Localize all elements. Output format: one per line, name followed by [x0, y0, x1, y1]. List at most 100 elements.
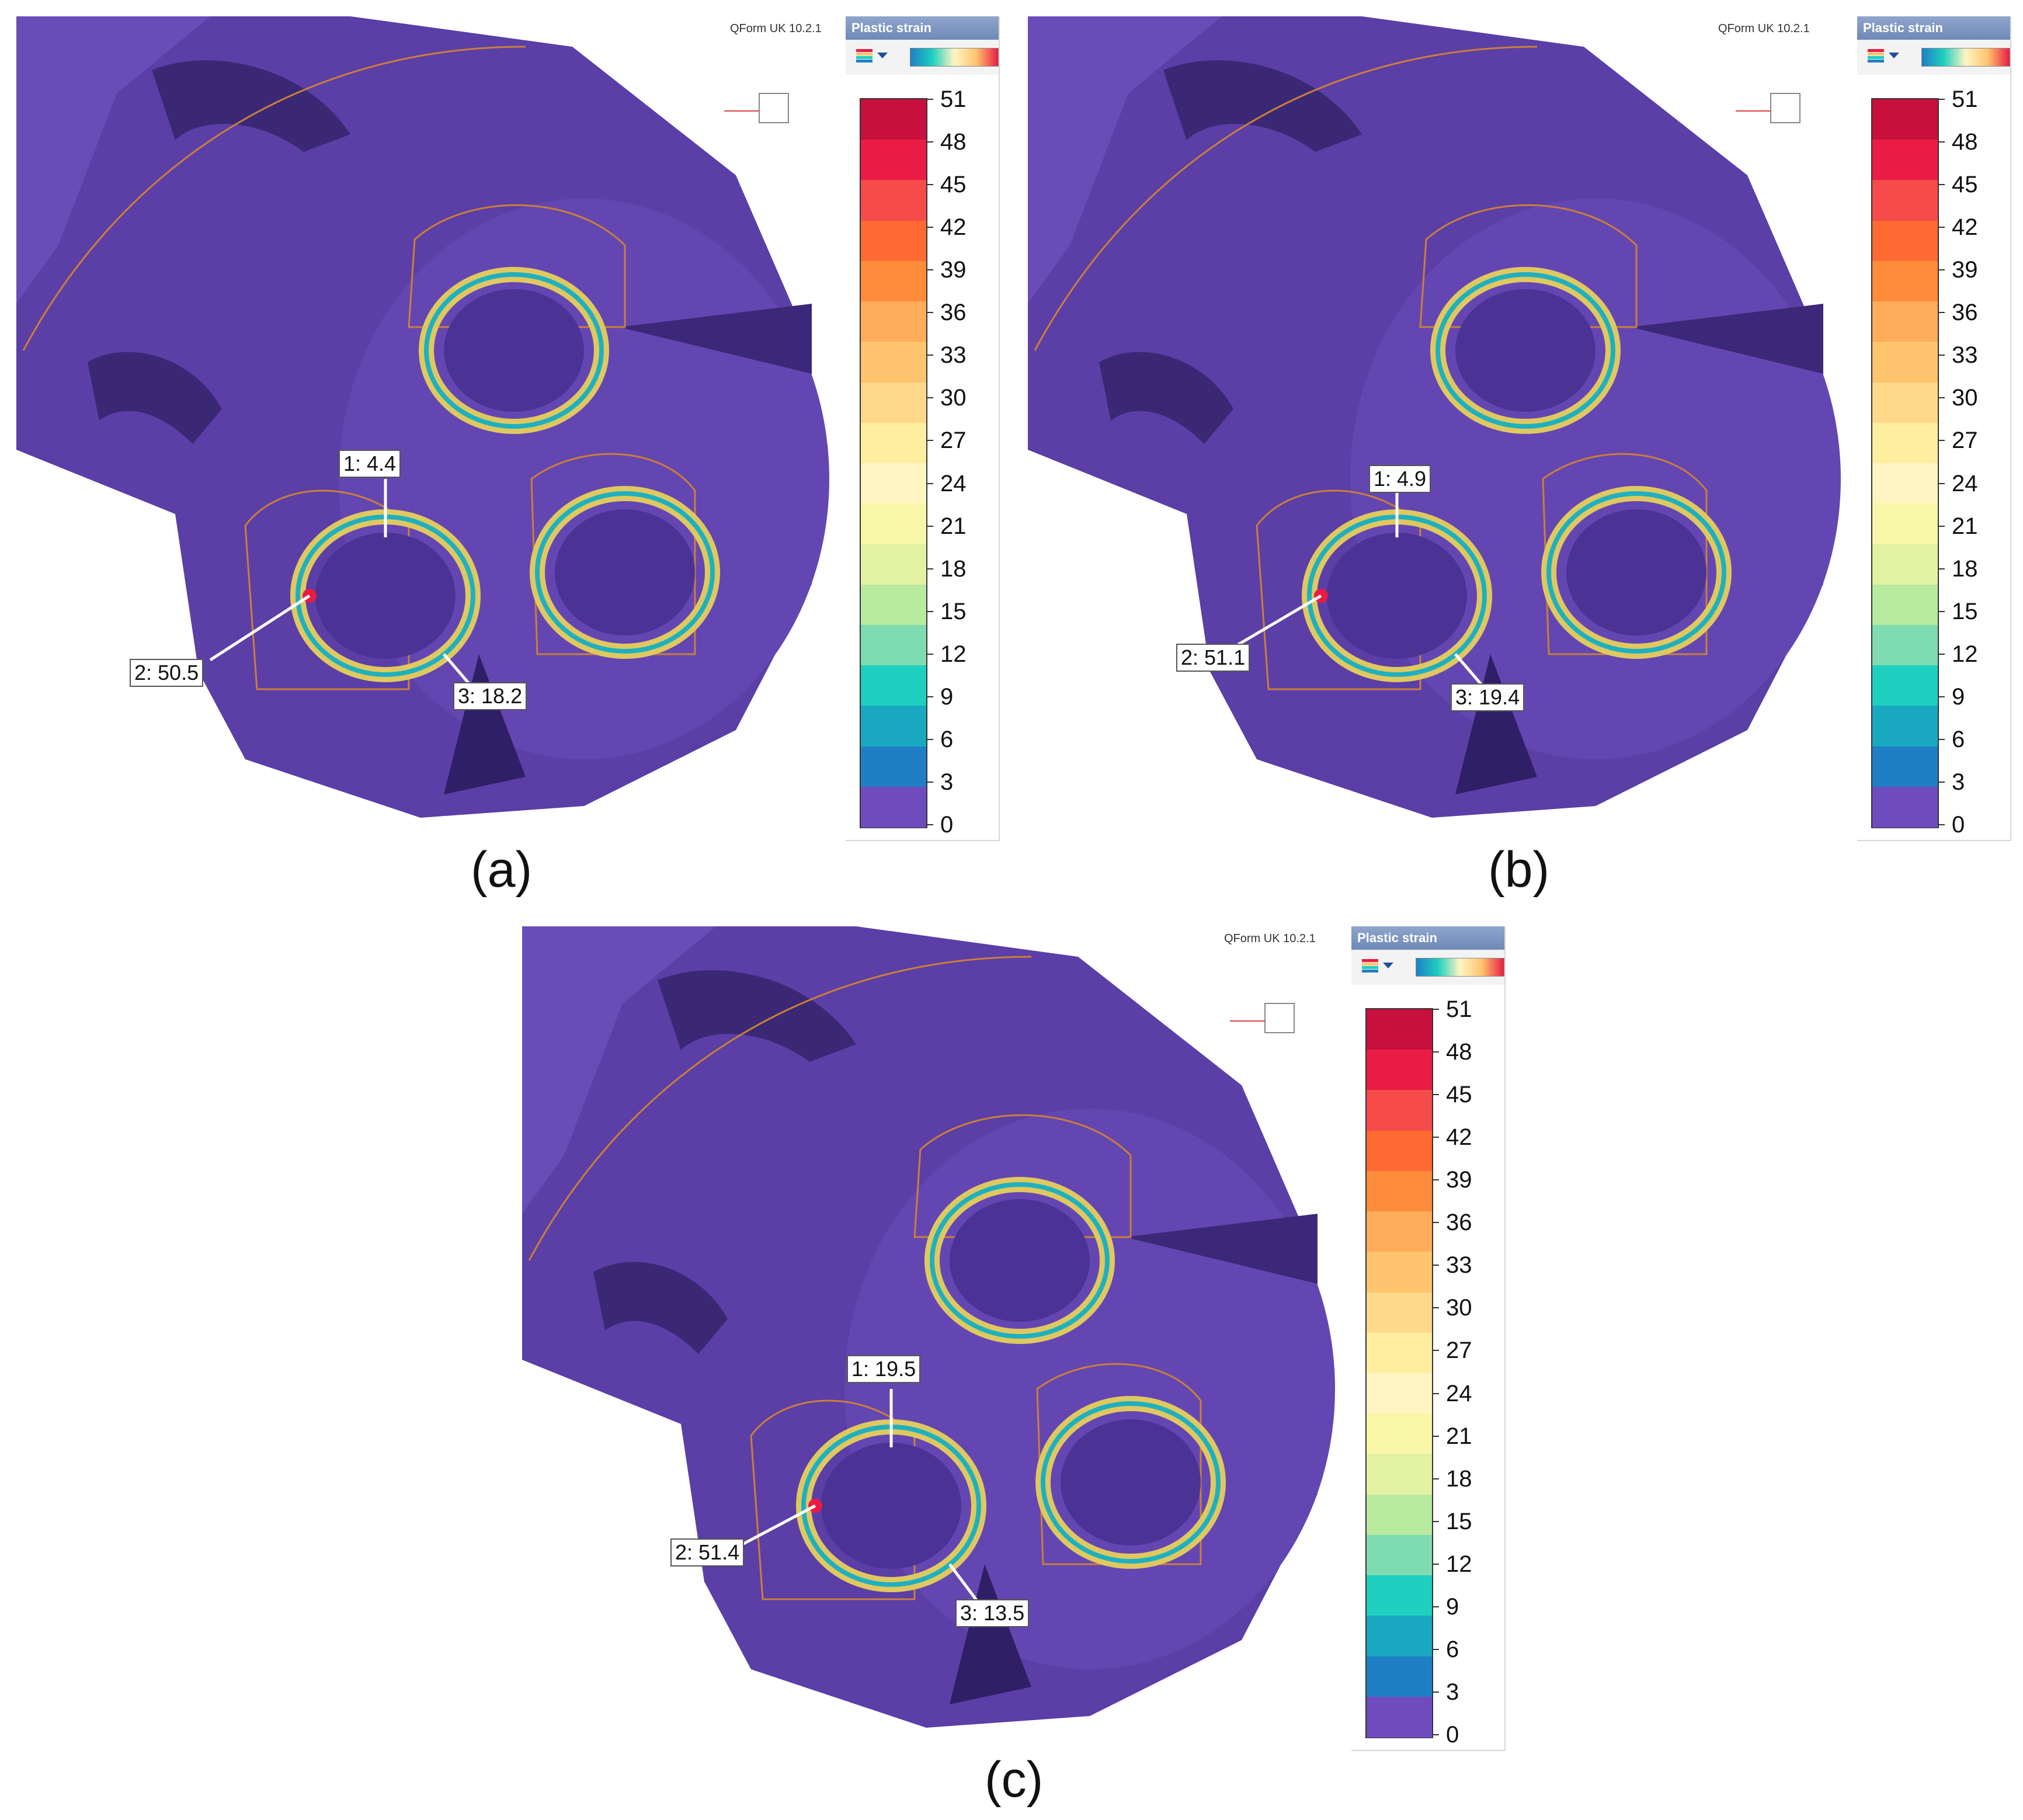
color-band — [1367, 1252, 1432, 1293]
palette-icon[interactable] — [1868, 49, 1884, 65]
scale-tick-mark — [927, 482, 933, 484]
color-band — [1872, 342, 1938, 383]
color-gradient-icon[interactable] — [1416, 958, 1504, 977]
scale-tick-label: 12 — [940, 641, 967, 667]
scale-tick-label: 6 — [940, 726, 954, 752]
color-band — [861, 301, 926, 343]
die-model-view[interactable] — [506, 910, 1517, 1820]
color-band — [1367, 1090, 1432, 1131]
panel-caption: (b) — [1488, 842, 1550, 898]
scale-tick-mark — [1433, 1222, 1439, 1224]
scale-tick-label: 27 — [1446, 1338, 1472, 1364]
legend-toolbar — [846, 40, 999, 75]
panel-caption: (c) — [985, 1752, 1044, 1808]
scale-tick-label: 39 — [1952, 257, 1978, 283]
scale-tick-mark — [1433, 1137, 1439, 1138]
chevron-down-icon[interactable] — [877, 53, 888, 58]
chevron-down-icon[interactable] — [1889, 53, 1899, 58]
port-rings — [1302, 267, 1732, 682]
color-band — [861, 503, 926, 545]
panel-c: QForm UK 10.2.1 1: 19.5 2: 51.4 3: 13.5 … — [506, 910, 1517, 1820]
color-gradient-icon[interactable] — [1921, 48, 2010, 67]
color-band — [1872, 382, 1938, 423]
scale-tick-label: 24 — [1952, 470, 1978, 496]
color-band — [1367, 1534, 1432, 1576]
color-band — [1872, 746, 1938, 787]
scale-tick-label: 51 — [1446, 996, 1472, 1022]
scale-tick-mark — [1939, 696, 1945, 697]
scale-tick-mark — [1433, 1563, 1439, 1565]
probe-label-3: 3: 18.2 — [453, 682, 527, 710]
scale-tick-mark — [1433, 1435, 1439, 1437]
scale-tick-label: 15 — [1952, 598, 1978, 624]
scale-tick-label: 12 — [1446, 1551, 1472, 1577]
color-band — [1872, 301, 1938, 343]
color-band — [1367, 1616, 1432, 1657]
scale-tick-label: 3 — [1952, 769, 1965, 795]
probe-label-3: 3: 19.4 — [1451, 683, 1525, 711]
scale-tick-label: 36 — [1952, 300, 1978, 326]
die-model-view[interactable] — [0, 0, 1012, 910]
color-band — [1367, 1413, 1432, 1455]
color-band — [861, 746, 926, 787]
strain-color-scale — [1365, 1008, 1433, 1738]
palette-icon[interactable] — [1362, 959, 1378, 975]
color-band — [1872, 786, 1938, 828]
scale-tick-label: 48 — [1952, 129, 1978, 155]
color-band — [861, 180, 926, 221]
color-band — [1872, 665, 1938, 707]
software-label: QForm UK 10.2.1 — [1718, 22, 1810, 35]
chevron-down-icon[interactable] — [1383, 963, 1393, 968]
palette-icon[interactable] — [856, 49, 873, 65]
scale-tick-label: 9 — [940, 683, 954, 710]
scale-tick-label: 45 — [940, 172, 967, 198]
color-gradient-icon[interactable] — [910, 48, 999, 67]
scale-tick-label: 51 — [940, 86, 967, 112]
die-body — [522, 926, 1335, 1728]
scale-tick-mark — [927, 312, 933, 314]
scale-tick-mark — [1433, 1307, 1439, 1309]
probe-label-2: 2: 50.5 — [130, 659, 204, 687]
color-band — [861, 786, 926, 828]
scale-tick-label: 9 — [1446, 1593, 1459, 1620]
scale-tick-mark — [927, 525, 933, 527]
legend-panel: Plastic strain 51 48 45 42 39 36 33 30 27 24 21 18 1… — [1351, 926, 1506, 1751]
scale-tick-label: 0 — [1952, 812, 1965, 838]
scale-tick-mark — [1939, 397, 1945, 399]
die-model-view[interactable] — [1012, 0, 2023, 910]
color-band — [861, 584, 926, 626]
scale-tick-mark — [1939, 738, 1945, 740]
scale-tick-label: 12 — [1952, 641, 1978, 667]
legend-toolbar — [1857, 40, 2010, 75]
scale-tick-label: 36 — [1446, 1210, 1472, 1236]
color-band — [1367, 1009, 1432, 1051]
color-band — [1367, 1171, 1432, 1213]
scale-tick-mark — [1433, 1691, 1439, 1693]
scale-tick-mark — [1939, 482, 1945, 484]
scale-tick-mark — [1939, 184, 1945, 186]
scale-tick-label: 30 — [1446, 1295, 1472, 1321]
die-outlines — [1034, 46, 1708, 690]
strain-color-scale — [860, 98, 927, 828]
view-cube — [1230, 1003, 1295, 1033]
scale-tick-label: 33 — [1952, 342, 1978, 369]
scale-tick-label: 39 — [940, 257, 967, 283]
scale-tick-label: 27 — [940, 428, 967, 454]
scale-tick-label: 45 — [1952, 172, 1978, 198]
color-band — [1367, 1332, 1432, 1374]
scale-tick-label: 45 — [1446, 1082, 1472, 1108]
scale-tick-mark — [1433, 1520, 1439, 1522]
color-band — [1872, 180, 1938, 221]
color-band — [861, 220, 926, 262]
scale-tick-mark — [1939, 653, 1945, 655]
scale-tick-label: 48 — [940, 129, 967, 155]
scale-tick-mark — [1939, 227, 1945, 228]
scale-tick-mark — [927, 440, 933, 442]
scale-tick-mark — [1433, 1648, 1439, 1650]
scale-tick-mark — [927, 568, 933, 569]
scale-tick-mark — [1939, 525, 1945, 527]
color-band — [1367, 1050, 1432, 1091]
die-body — [16, 16, 829, 818]
scale-tick-label: 33 — [940, 342, 967, 369]
scale-tick-mark — [1433, 1265, 1439, 1266]
